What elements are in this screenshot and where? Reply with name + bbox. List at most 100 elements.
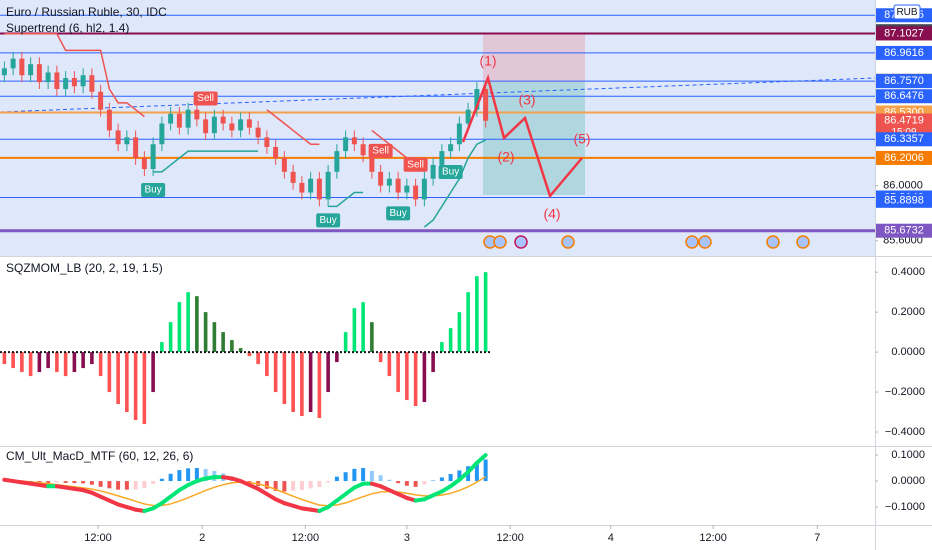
momentum-bar <box>300 352 304 417</box>
signal-bg <box>386 206 411 221</box>
histogram-bar <box>54 481 59 483</box>
momentum-bar <box>151 352 155 393</box>
y-tick-label: 0.1000 <box>891 449 925 461</box>
histogram-bar <box>81 481 86 484</box>
histogram-bar <box>282 481 287 492</box>
histogram-bar <box>326 481 331 483</box>
supertrend-up <box>153 150 259 173</box>
momentum-bar <box>387 352 392 377</box>
momentum-bar <box>238 348 243 353</box>
signal-label: Sell <box>197 93 214 104</box>
chart-title: Euro / Russian Ruble, 30, IDC <box>6 5 167 19</box>
candle-body <box>273 146 279 159</box>
event-icon[interactable] <box>493 235 507 249</box>
supertrend-down <box>4 33 145 118</box>
candle-body <box>10 58 16 69</box>
y-tick-label: 0.2000 <box>891 306 925 318</box>
momentum-bar <box>343 332 348 353</box>
candle-body <box>308 178 314 193</box>
candle-body <box>115 130 121 145</box>
level-label: 86.4719 <box>884 114 924 126</box>
candle-body <box>281 158 287 172</box>
histogram-bar <box>457 470 462 482</box>
candle-body <box>80 75 86 87</box>
candle-body <box>168 113 174 124</box>
x-tick-label: 12:00 <box>699 532 727 544</box>
momentum-bar <box>396 352 400 393</box>
candle-body <box>378 171 384 186</box>
momentum-bar <box>422 352 427 403</box>
indicator-title: Supertrend (6, hl2, 1.4) <box>6 21 129 35</box>
momentum-bar <box>168 322 173 353</box>
momentum-bar <box>55 352 59 373</box>
signal-bg <box>193 91 218 106</box>
candle-body <box>19 58 25 76</box>
event-icon[interactable] <box>766 235 780 249</box>
event-icon[interactable] <box>514 235 528 249</box>
candle-body <box>334 151 340 172</box>
candle-body <box>1 68 7 76</box>
candle-body <box>255 127 261 138</box>
y-tick-label: 0.4000 <box>891 266 925 278</box>
candle-body <box>264 137 270 147</box>
candle-body <box>194 109 200 120</box>
histogram-bar <box>124 481 129 490</box>
signal-bg <box>141 182 166 197</box>
level-label: 86.2006 <box>884 152 924 164</box>
x-tick-label: 2 <box>199 532 205 544</box>
histogram-bar <box>89 481 94 485</box>
currency-badge[interactable] <box>893 4 921 20</box>
candle-body <box>465 109 471 124</box>
event-icon[interactable] <box>698 235 712 249</box>
momentum-bar <box>475 276 479 353</box>
signal-label: Sell <box>372 146 389 157</box>
candle-body <box>325 171 331 200</box>
candle-body <box>299 182 305 193</box>
momentum-bar <box>247 352 252 357</box>
momentum-bar <box>11 352 15 369</box>
candle-body <box>220 116 226 124</box>
wave-label: (3) <box>518 92 535 108</box>
candle-body <box>395 178 401 193</box>
candle-body <box>89 75 95 92</box>
supertrend-down <box>266 109 320 145</box>
indicator-title: SQZMOM_LB (20, 2, 19, 1.5) <box>6 261 163 275</box>
x-tick-label: 12:00 <box>496 532 524 544</box>
momentum-bar <box>160 342 164 353</box>
candle-body <box>316 178 322 200</box>
signal-label: Buy <box>390 208 407 219</box>
event-icon[interactable] <box>561 235 575 249</box>
histogram-bar <box>439 477 444 482</box>
indicator-title: CM_Ult_MacD_MTF (60, 12, 26, 6) <box>6 449 193 463</box>
candle-body <box>360 144 366 156</box>
candle-body <box>421 178 427 200</box>
momentum-bar <box>98 352 103 377</box>
histogram-bar <box>396 481 401 484</box>
histogram-bar <box>422 481 427 485</box>
level-label-bg <box>876 193 932 208</box>
momentum-bar <box>2 352 7 365</box>
momentum-bar <box>282 352 287 405</box>
event-icon[interactable] <box>685 235 699 249</box>
momentum-bar <box>63 352 68 377</box>
histogram-bar <box>98 481 103 487</box>
histogram-bar <box>177 470 182 482</box>
momentum-bar <box>212 322 217 353</box>
y-tick-label: 85.6000 <box>883 235 923 247</box>
momentum-bar <box>265 352 269 377</box>
event-icon[interactable] <box>796 235 810 249</box>
wave-label: (1) <box>479 53 496 69</box>
momentum-bar <box>378 352 383 363</box>
histogram-bar <box>343 472 348 482</box>
momentum-bar <box>203 312 208 353</box>
momentum-bar <box>440 342 444 353</box>
momentum-bar <box>317 352 322 419</box>
wave-label: (5) <box>573 131 590 147</box>
histogram-bar <box>474 461 479 482</box>
candle-body <box>98 91 104 110</box>
momentum-bar <box>361 302 365 353</box>
x-tick-label: 12:00 <box>84 532 112 544</box>
y-tick-label: −0.1000 <box>885 501 925 513</box>
signal-label: Buy <box>320 215 337 226</box>
